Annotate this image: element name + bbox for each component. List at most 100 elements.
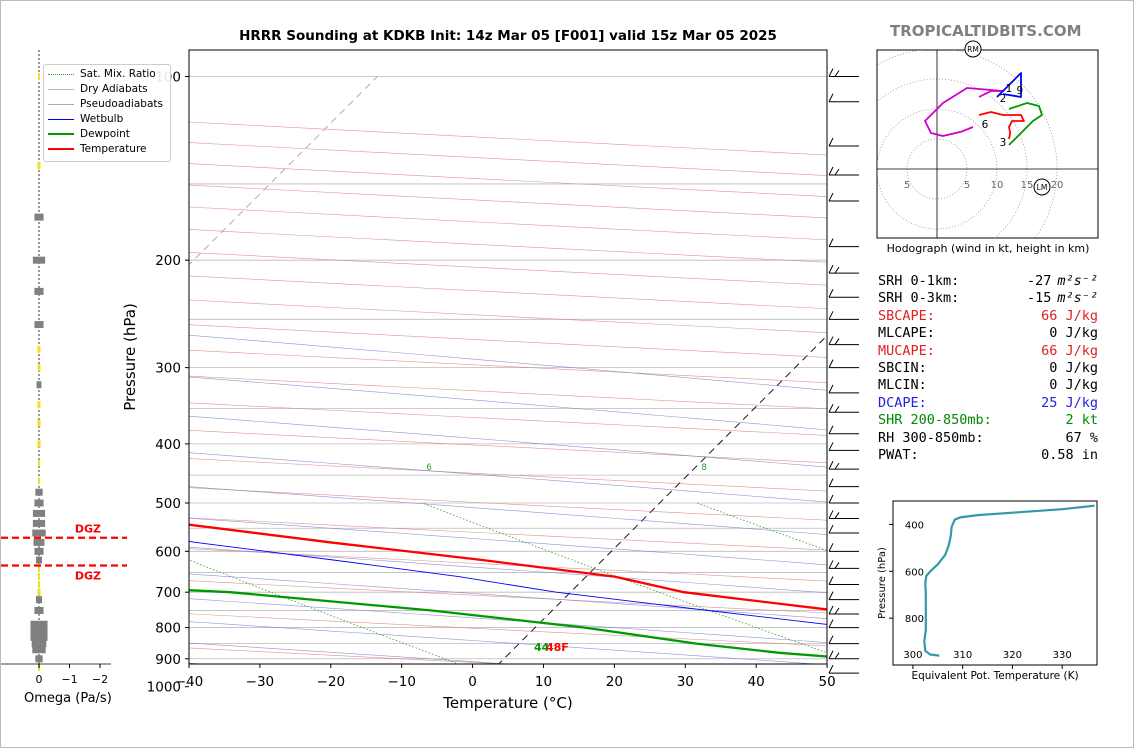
legend-swatch [48,89,74,90]
wind-barb-flag [829,167,833,175]
wind-barb-flag [829,442,833,450]
legend-label: Wetbulb [80,113,123,125]
theta-e-y-axis-label: Pressure (hPa) [877,547,888,619]
dgz-label: DGZ [75,570,101,583]
skewt-axis-ticks: 1002003004005006007008009001000−40−30−20… [147,70,836,696]
legend-label: Sat. Mix. Ratio [80,68,156,80]
parameter-number: -27 [1027,273,1051,289]
wind-barb-flag [829,525,833,533]
hodograph-ring-label: 5 [964,180,970,191]
parameter-row: RH 300-850mb: 67 % [878,430,1098,447]
parameter-row: SHR 200-850mb:2 kt [878,412,1098,429]
wind-barb-flag [835,562,839,568]
omega-bar [37,401,40,408]
moist-adiabat-line [1,330,180,700]
wind-barb-flag [829,592,833,600]
omega-bar [38,581,40,588]
legend-item-pseudoadiabats: Pseudoadiabats [48,98,163,110]
wind-barb-flag [829,265,833,273]
theta-e-y-tick-label: 400 [905,520,924,531]
omega-bar [35,489,42,496]
omega-bar [33,257,45,264]
hodograph-height-label: 2 [1000,93,1007,105]
hodograph-height-label: 3 [1000,137,1007,149]
omega-bar [37,381,42,388]
omega-bar [33,520,45,527]
wind-barb-flag [829,543,833,551]
omega-bar [32,640,47,647]
wind-barb-flag [835,608,839,614]
wind-barb-flag [829,576,833,584]
x-tick-label: −10 [387,674,416,690]
parameter-value: 0.58 in [1041,447,1098,464]
parameter-value: 0 J/kg [1049,360,1098,377]
parameter-row: SBCIN: 0 J/kg [878,360,1098,377]
wind-barb-flag [829,426,833,434]
wind-barb-flag [835,406,839,412]
parameter-row: MUCAPE:66 J/kg [878,343,1098,360]
parameter-label: MLCIN: [878,377,927,394]
omega-bar [34,607,43,614]
wind-barb-flag [835,463,839,469]
surface-temperature-label: 48F [546,641,569,654]
parameter-value: 0 J/kg [1049,325,1098,342]
x-tick-label: 10 [535,674,552,690]
parameter-unit: m²s⁻² [1057,290,1098,306]
legend-swatch [48,74,74,75]
omega-bar [36,596,42,603]
omega-bar [35,655,42,662]
omega-bar [38,477,40,484]
omega-bar [32,646,45,653]
wind-barb-flag [829,606,833,614]
wind-barb-flag [829,337,833,345]
omega-bar [38,573,40,580]
x-tick-label: 40 [748,674,765,690]
omega-tick-label: −2 [92,673,108,686]
omega-bar [37,440,40,447]
wind-barb-flag [829,94,833,102]
mixing-ratio-label: 6 [426,463,431,473]
omega-bar [34,288,43,295]
parameter-number: 67 % [1065,430,1098,446]
legend-swatch [48,133,74,135]
omega-bar [38,73,40,80]
parameter-label: SRH 0-3km: [878,290,959,307]
wind-barbs [829,69,859,674]
legend-item-dry-adiabats: Dry Adiabats [48,83,148,95]
hodograph-caption: Hodograph (wind in kt, height in km) [877,242,1099,255]
omega-bar [34,214,43,221]
x-tick-label: −30 [246,674,275,690]
omega-bar [38,460,40,467]
legend-swatch [48,119,74,120]
parameter-label: SHR 200-850mb: [878,412,992,429]
x-tick-label: 0 [468,674,477,690]
hodograph-frame [877,50,1098,238]
wind-barb-flag [829,239,833,247]
legend-item-mixing-ratio: Sat. Mix. Ratio [48,68,156,80]
legend-label: Temperature [80,143,147,155]
storm-motion-label: RM [967,45,979,54]
wind-barb-flag [835,267,839,273]
omega-bar [34,548,43,555]
mixing-ratio-label: 10 [917,463,928,473]
y-tick-label: 800 [155,621,181,637]
mixing-ratio-label: 4 [52,463,57,473]
wind-barb-flag [829,510,833,518]
parameter-label: MLCAPE: [878,325,935,342]
y-tick-label: 700 [155,585,181,601]
wind-barb-flag [829,651,833,659]
wind-barb-flag [829,360,833,368]
legend-label: Pseudoadiabats [80,98,163,110]
parameter-label: SBCIN: [878,360,927,377]
moist-adiabat-line [1,291,747,699]
omega-bar [37,364,40,371]
skewt-x-axis-label: Temperature (°C) [442,694,572,712]
parameter-value: 66 J/kg [1041,343,1098,360]
parameter-row: DCAPE:25 J/kg [878,395,1098,412]
parameter-label: RH 300-850mb: [878,430,984,447]
wind-barb-flag [835,71,839,77]
